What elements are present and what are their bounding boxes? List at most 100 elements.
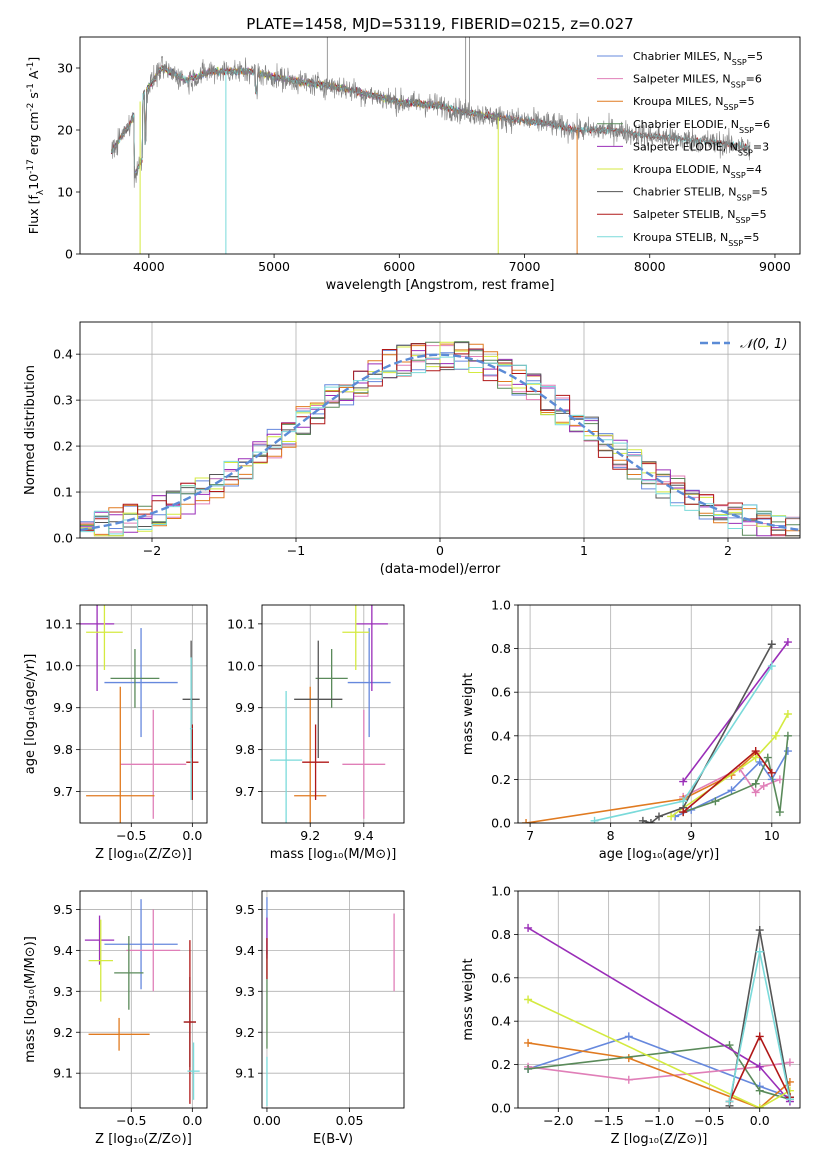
weight-lines (524, 923, 794, 1108)
weight-series-line (527, 998, 791, 1108)
y-tick-label: 0.2 (53, 439, 73, 454)
weight-point-marker (775, 808, 784, 817)
x-tick-label: 10 (764, 828, 780, 843)
histogram-series (80, 343, 800, 536)
x-tick-label: 9.2 (300, 828, 320, 843)
weight-point-marker (755, 1062, 764, 1071)
y-tick-label: 1.0 (491, 598, 511, 613)
weight-point-marker (524, 995, 533, 1004)
x-tick-label: 8 (607, 828, 615, 843)
axes-frame (517, 604, 801, 824)
weight-point-marker (524, 1064, 533, 1073)
y-axis-label-part: -1 (26, 83, 36, 92)
weight-point-marker (783, 710, 792, 718)
weight-point-marker (646, 819, 655, 823)
y-axis-label-part: ] (26, 57, 41, 62)
y-axis-label: mass [log₁₀(M/M⊙)] (23, 936, 38, 1063)
y-axis-label-part: Flux [f (26, 194, 41, 234)
weight-point-marker (771, 731, 780, 740)
weight-point-marker (785, 1095, 794, 1104)
weight-point-marker (775, 775, 784, 784)
x-tick-label: 0.05 (336, 1113, 364, 1128)
y-tick-label: 9.8 (53, 742, 73, 757)
x-tick-label: 6000 (383, 259, 415, 274)
weight-point-marker (638, 816, 647, 823)
legend-label-value: =5 (743, 231, 759, 244)
legend-label-sub: SSP (731, 80, 746, 89)
x-axis-label: Z [log₁₀(Z/Z⊙)] (611, 1132, 708, 1147)
y-tick-label: 0.6 (491, 970, 511, 985)
x-tick-label: 1 (580, 543, 588, 558)
spectrum-lines (110, 37, 751, 254)
y-tick-label: 9.2 (235, 1025, 255, 1040)
weight-point-marker (727, 786, 736, 795)
weight-point-marker (667, 812, 676, 821)
x-axis-label: (data-model)/error (380, 562, 501, 577)
spectrum-panel: 4000 5000 6000 7000 8000 9000 0 10 20 30 wavelengt… (26, 36, 801, 293)
x-tick-label: 9000 (759, 259, 791, 274)
legend-label-sub: SSP (739, 125, 754, 134)
y-tick-label: 9.8 (235, 742, 255, 757)
y-axis-label-part: -2 (26, 103, 36, 112)
y-axis-label: Normed distribution (23, 365, 38, 495)
y-tick-label: 10.0 (227, 658, 255, 673)
legend-label-name: Salpeter MILES, N (633, 73, 731, 86)
weight-lines (522, 638, 792, 823)
y-tick-label: 9.9 (235, 700, 255, 715)
legend-label: Kroupa ELODIE, NSSP=4 (633, 163, 762, 180)
x-tick-label: −2 (143, 543, 161, 558)
observed-spectrum-line (111, 55, 751, 188)
legend-label: Salpeter STELIB, NSSP=5 (633, 208, 767, 225)
weight-series-line (525, 752, 757, 823)
y-axis-label-part: s (26, 92, 41, 103)
weight-series-line (527, 1035, 791, 1098)
y-tick-label: 10.0 (45, 658, 73, 673)
y-axis-label-part: A (26, 70, 41, 83)
x-tick-label: −0.5 (694, 1113, 724, 1128)
y-tick-label: 0.4 (491, 728, 511, 743)
y-tick-label: 10 (57, 185, 73, 200)
x-tick-label: −1 (287, 543, 305, 558)
weight-point-marker (755, 757, 764, 766)
weight-point-marker (725, 1097, 734, 1106)
weight-point-marker (755, 1032, 764, 1041)
y-tick-label: 9.4 (235, 943, 255, 958)
legend-label: Salpeter MILES, NSSP=6 (633, 73, 762, 90)
y-tick-label: 10.1 (227, 616, 255, 631)
legend-label-sub: SSP (735, 216, 750, 225)
y-axis-label-part: λ (36, 189, 46, 195)
x-axis-label: wavelength [Angstrom, rest frame] (326, 278, 555, 293)
y-tick-label: 0.6 (491, 685, 511, 700)
y-tick-label: 9.1 (53, 1066, 73, 1081)
y-axis-label: mass weight (461, 673, 476, 755)
y-axis-label-part: -17 (26, 159, 36, 174)
weight-point-marker (679, 797, 688, 806)
weight-point-marker (711, 797, 720, 806)
legend-label-name: Salpeter ELODIE, N (633, 140, 738, 153)
weight-point-marker (755, 1086, 764, 1095)
y-tick-label: 0.2 (491, 1057, 511, 1072)
legend-label-value: =6 (754, 118, 770, 131)
axes-frame (79, 890, 208, 1109)
x-tick-label: 9 (687, 828, 695, 843)
weight-point-marker (783, 731, 792, 740)
legend-label-name: Chabrier MILES, N (633, 50, 732, 63)
y-tick-label: 0.4 (491, 1014, 511, 1029)
y-tick-label: 9.7 (235, 784, 255, 799)
legend-label: 𝒩(0, 1) (740, 337, 787, 352)
x-tick-label: −2.0 (543, 1113, 573, 1128)
weight-series-line (527, 1061, 791, 1081)
y-axis-label-part: 10 (26, 174, 41, 190)
figure-title: PLATE=1458, MJD=53119, FIBERID=0215, z=0… (246, 15, 633, 33)
histogram-steps (80, 341, 800, 537)
x-tick-label: −1.0 (644, 1113, 674, 1128)
legend-label-name: Kroupa STELIB, N (633, 231, 728, 244)
weight-point-marker (624, 1075, 633, 1084)
errorbars (84, 899, 200, 1104)
legend-label-sub: SSP (728, 238, 743, 247)
y-tick-label: 9.1 (235, 1066, 255, 1081)
y-axis-label: Flux [fλ10-17 erg cm-2 s-1 A-1] (26, 57, 46, 235)
weight-point-marker (522, 819, 531, 823)
weight-point-marker (767, 662, 776, 671)
